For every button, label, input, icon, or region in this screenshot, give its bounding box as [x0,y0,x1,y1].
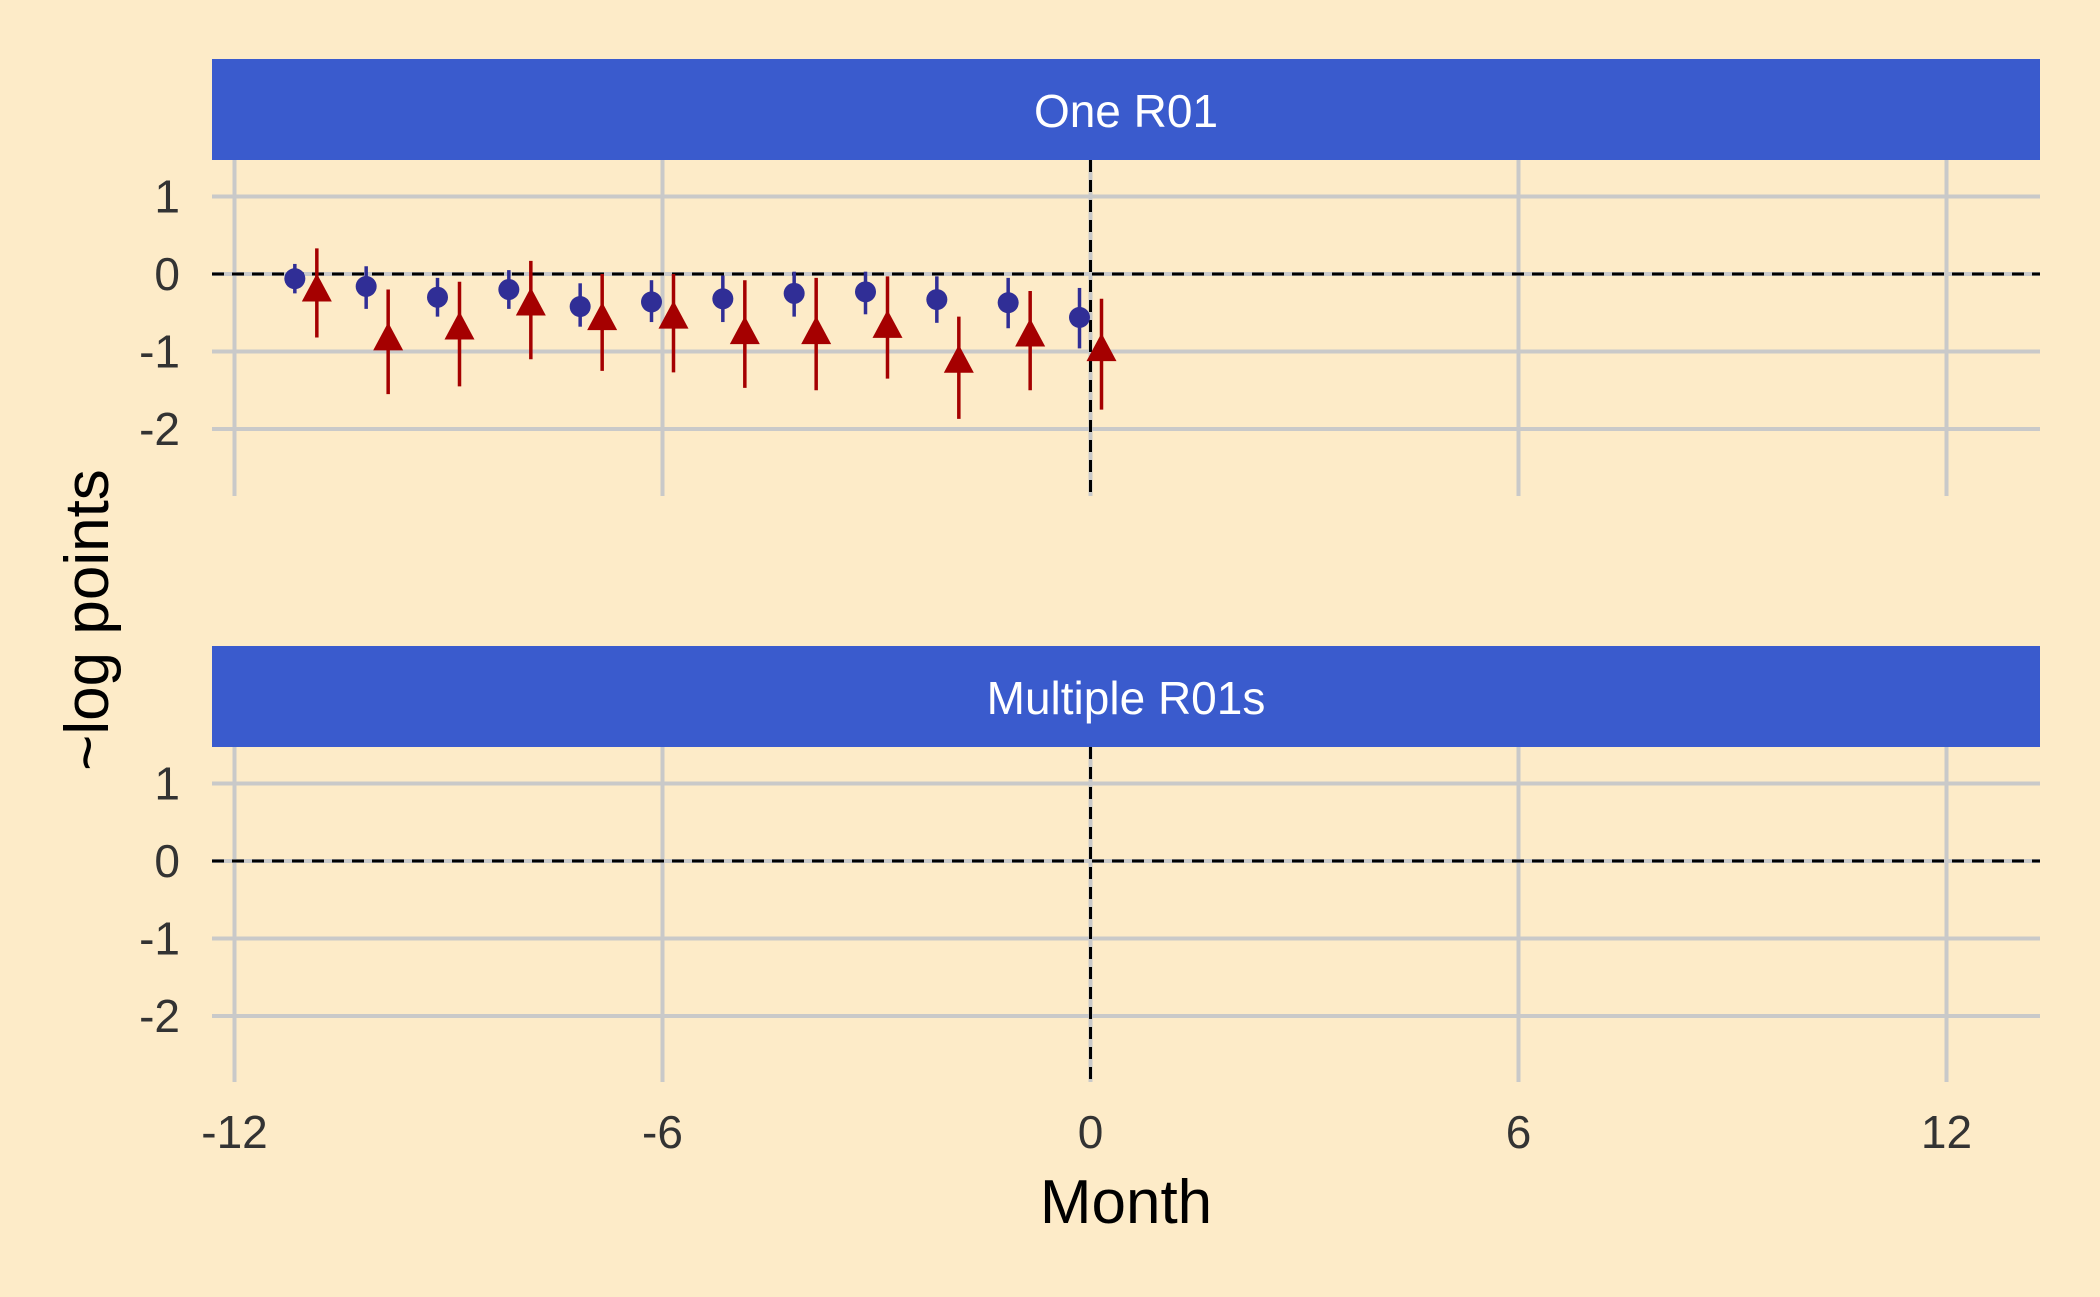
y-tick-label: 1 [154,758,180,810]
y-axis-ticks: 1 0 -1 -2 [139,758,180,1043]
circle-point [569,296,591,318]
x-tick-label: 6 [1506,1106,1532,1158]
circle-point [926,289,948,311]
circle-point [783,282,805,304]
triangle-point [801,316,832,345]
x-tick-label: -12 [201,1106,267,1158]
y-tick-label: 0 [154,835,180,887]
triangle-point [301,273,332,302]
triangle-point [729,316,760,345]
circle-point [498,279,520,300]
y-tick-label: 1 [154,171,180,223]
panel-marks [284,248,1117,419]
circle-point [1069,306,1090,328]
y-tick-label: -1 [139,913,180,965]
triangle-point [943,344,974,373]
x-axis-ticks: -12 -6 0 6 12 [201,1106,1972,1158]
circle-point [641,291,662,313]
panel-strip-label: Multiple R01s [987,672,1266,724]
circle-point [284,268,306,290]
y-tick-label: 0 [154,248,180,300]
triangle-point [373,322,404,351]
circle-point [855,281,876,303]
circle-point [712,288,734,310]
triangle-point [444,311,475,340]
y-axis-ticks: 1 0 -1 -2 [139,171,180,456]
triangle-point [515,287,546,316]
panel-multiple-r01s: Multiple R01s 1 0 -1 -2 [139,646,2040,1082]
triangle-point [658,300,689,329]
y-tick-label: -2 [139,403,180,455]
panel-ref-lines [212,160,2040,496]
y-tick-label: -2 [139,990,180,1042]
triangle-point [872,309,903,338]
x-axis-title: Month [1040,1168,1212,1237]
panel-strip [212,59,2040,160]
panel-one-r01: One R01 1 0 -1 -2 [139,59,2040,496]
x-tick-label: 12 [1921,1106,1972,1158]
panel-ref-lines [212,747,2040,1082]
x-tick-label: 0 [1078,1106,1104,1158]
circle-point [427,286,448,308]
x-tick-label: -6 [642,1106,683,1158]
triangle-point [587,302,618,331]
panel-strip-label: One R01 [1034,85,1218,137]
triangle-point [1086,333,1117,362]
y-axis-title: ~log points [53,469,122,771]
circle-point [997,292,1019,314]
y-tick-label: -1 [139,326,180,378]
triangle-point [1015,318,1046,347]
circle-point [355,275,377,297]
panel-strip [212,646,2040,747]
